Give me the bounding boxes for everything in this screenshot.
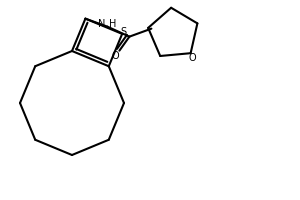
- Text: O: O: [189, 53, 196, 63]
- Text: N: N: [98, 19, 105, 29]
- Text: H: H: [110, 19, 117, 29]
- Text: S: S: [121, 27, 127, 37]
- Text: O: O: [112, 51, 119, 61]
